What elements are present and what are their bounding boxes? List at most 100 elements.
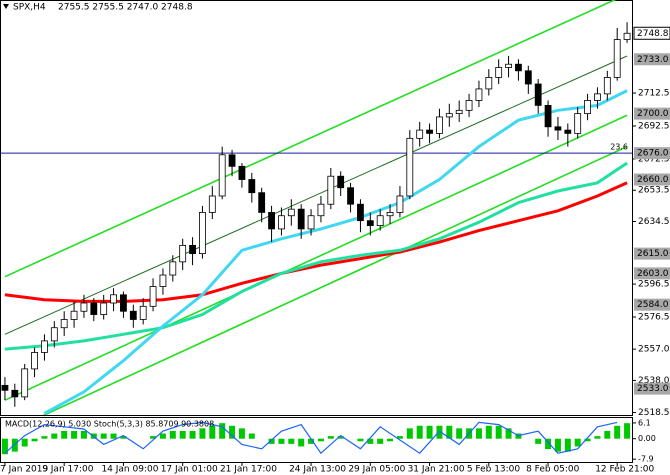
candle-body (21, 368, 29, 398)
macd-bar (357, 438, 364, 442)
candle-body (317, 203, 325, 217)
candle-body (159, 274, 167, 287)
y-tick-label: 2712.5 (638, 89, 670, 99)
candle-body (376, 215, 384, 227)
candle-body (60, 319, 68, 329)
x-tick-label: 29 Jan 05:00 (348, 465, 405, 475)
macd-bar (337, 436, 344, 439)
level-box (634, 173, 670, 186)
y-tick-label: 2653.5 (638, 186, 670, 196)
candle-body (11, 389, 19, 398)
macd-bar (614, 425, 621, 439)
level-box (634, 107, 670, 120)
candle-body (505, 63, 512, 68)
candle-body (613, 39, 621, 78)
macd-bar (545, 438, 552, 450)
candle-body (475, 88, 483, 101)
macd-bar (604, 430, 611, 439)
stoch-line (4, 421, 618, 455)
candle-body (485, 77, 493, 90)
macd-bar (377, 438, 384, 444)
ohlc-header: 2755.5 2755.5 2747.0 2748.8 (58, 3, 193, 13)
sub-y-tick-label: -7.9 (638, 455, 654, 464)
macd-bar (159, 433, 166, 439)
candle-body (50, 327, 58, 342)
candle-body (307, 215, 315, 230)
macd-bar (317, 438, 324, 442)
y-tick-label: 2518.5 (638, 408, 670, 418)
candle-body (199, 212, 206, 255)
macd-bar (110, 433, 117, 439)
sub-y-tick-label: 0.00 (638, 434, 656, 443)
candle-body (445, 113, 453, 118)
sub-y-tick-label: 6.1 (638, 418, 651, 427)
macd-bar (298, 438, 305, 447)
x-tick-label: 8 Feb 05:00 (526, 465, 580, 475)
trend-line (42, 145, 628, 415)
candle-body (366, 220, 374, 227)
macd-bar (564, 438, 571, 452)
candle-body (238, 165, 246, 180)
x-tick-label: 21 Jan 17:00 (220, 465, 277, 475)
y-tick-label: 2538.0 (638, 376, 670, 386)
macd-bar (61, 430, 68, 439)
symbol-title: SPX,H4 (13, 3, 46, 13)
x-tick-label: 31 Jan 21:00 (408, 465, 465, 475)
moving-average (4, 181, 628, 303)
macd-bar (495, 425, 502, 439)
y-tick-label: 2596.5 (638, 280, 670, 290)
macd-bar (238, 428, 245, 439)
macd-bar (387, 438, 394, 442)
macd-bar (100, 433, 107, 439)
candle-body (208, 195, 216, 213)
x-tick-label: 5 Feb 13:00 (467, 465, 521, 475)
macd-bar (169, 430, 176, 439)
macd-bar (31, 438, 38, 442)
price-box (633, 26, 670, 40)
level-box (634, 247, 670, 260)
candle-body (80, 302, 88, 312)
macd-bar (41, 436, 48, 439)
candle-body (179, 244, 187, 263)
macd-bar (624, 423, 631, 439)
macd-bar (150, 436, 157, 439)
candle-body (574, 113, 582, 134)
macd-bar (584, 438, 591, 442)
macd-bar (268, 438, 275, 444)
candle-body (228, 154, 236, 167)
macd-bar (396, 436, 403, 439)
candle-body (623, 32, 631, 40)
candle-body (495, 67, 503, 78)
candle-body (297, 208, 305, 230)
candle-body (584, 100, 591, 115)
level-label: 2615.0 (637, 249, 669, 259)
moving-average (43, 89, 628, 415)
candle-body (515, 63, 522, 72)
candle-body (278, 215, 285, 230)
level-label: 2660.0 (637, 175, 669, 185)
sub-plot (1, 421, 631, 455)
candle-body (416, 129, 424, 139)
candle-body (544, 104, 552, 128)
candle-body (90, 302, 98, 315)
macd-bar (475, 428, 482, 439)
candle-body (169, 261, 177, 276)
price-label: 2748.8 (637, 29, 669, 39)
x-tick-label: 14 Jan 09:00 (101, 465, 158, 475)
y-tick-label: 2557.0 (638, 345, 670, 355)
y-tick-label: 2576.5 (638, 313, 670, 323)
candle-body (100, 302, 108, 315)
candle-body (31, 352, 38, 370)
level-label: 2584.0 (637, 300, 669, 310)
macd-bar (406, 428, 413, 439)
level-box (634, 147, 670, 160)
candle-body (465, 100, 473, 111)
macd-bar (248, 433, 255, 439)
y-tick-label: 2692.5 (638, 121, 670, 131)
macd-bar (209, 425, 216, 439)
main-plot: 23.6 (0, 0, 632, 415)
macd-bar (367, 438, 374, 444)
macd-bar (416, 425, 423, 439)
candle-body (396, 195, 404, 213)
x-tick-label: 7 Jan 2019 (0, 465, 48, 475)
